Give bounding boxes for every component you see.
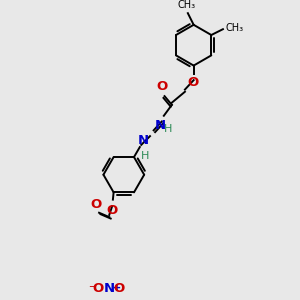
Text: O: O — [91, 198, 102, 211]
Text: N: N — [138, 134, 149, 147]
Text: O: O — [106, 204, 118, 217]
Text: O: O — [156, 80, 167, 93]
Text: N: N — [154, 119, 166, 132]
Text: ⁻: ⁻ — [88, 283, 95, 296]
Text: H: H — [141, 152, 150, 161]
Text: N: N — [104, 282, 115, 295]
Text: O: O — [187, 76, 199, 89]
Text: CH₃: CH₃ — [226, 23, 244, 33]
Text: O: O — [92, 282, 103, 295]
Text: O: O — [114, 282, 125, 295]
Text: H: H — [164, 124, 172, 134]
Text: +: + — [113, 283, 121, 293]
Text: CH₃: CH₃ — [177, 0, 195, 10]
